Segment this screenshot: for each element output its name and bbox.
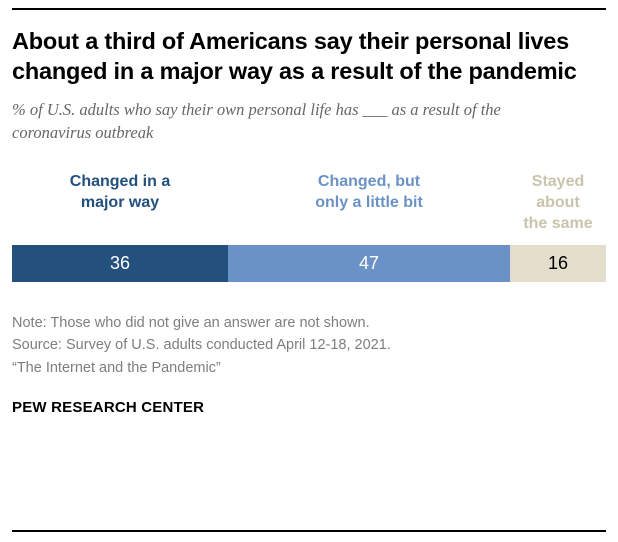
top-rule [12,8,606,10]
category-label-changed-major: Changed in a major way [69,173,171,212]
bottom-rule [12,530,606,532]
chart-subtitle: % of U.S. adults who say their own perso… [12,100,501,143]
category-label-stayed-same: Stayed about the same [523,173,593,232]
note-line: Note: Those who did not give an answer a… [12,314,370,331]
source-line: Source: Survey of U.S. adults conducted … [12,337,391,354]
pew-research-center-wordmark: PEW RESEARCH CENTER [12,399,205,417]
notes-block: Note: Those who did not give an answer a… [12,312,606,379]
bar-segment-stayed-same: 16 [510,244,606,282]
stacked-bar: 36 47 16 [12,244,606,282]
category-header-row: Changed in a major way Changed, but only… [12,172,606,234]
report-title-line: “The Internet and the Pandemic” [12,359,221,376]
chart-title: About a third of Americans say their per… [12,28,577,85]
category-label-changed-little: Changed, but only a little bit [315,173,423,212]
bar-segment-changed-little: 47 [228,244,510,282]
bar-segment-changed-major: 36 [12,244,228,282]
stacked-bar-chart: Changed in a major way Changed, but only… [12,172,606,282]
spacer [12,416,606,530]
